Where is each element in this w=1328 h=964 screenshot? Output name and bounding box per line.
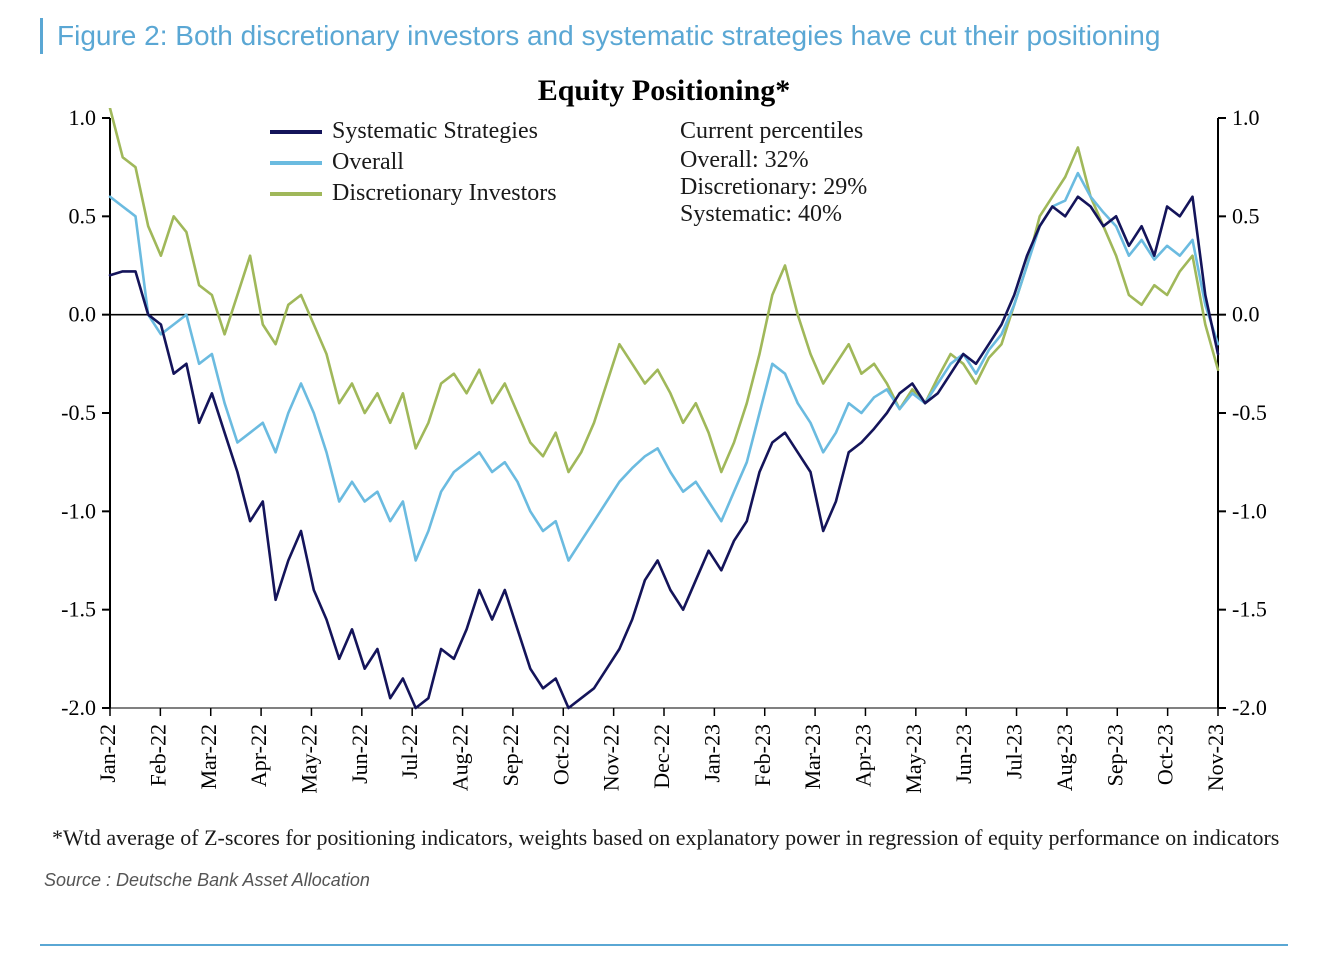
chart-area: Equity Positioning* Systematic Strategie… [40, 68, 1288, 828]
legend-swatch [270, 130, 322, 134]
x-axis-label: Mar-22 [196, 724, 221, 790]
x-axis-label: Aug-23 [1052, 724, 1077, 791]
footnote: *Wtd average of Z-scores for positioning… [40, 824, 1288, 852]
svg-text:0.0: 0.0 [69, 302, 97, 327]
legend-item: Overall [270, 149, 557, 176]
svg-text:0.0: 0.0 [1232, 302, 1260, 327]
x-axis-label: Jul-23 [1002, 724, 1027, 779]
svg-text:-1.0: -1.0 [61, 499, 96, 524]
x-axis-label: Aug-22 [448, 724, 473, 791]
x-axis-label: Jun-23 [951, 724, 976, 784]
svg-text:-0.5: -0.5 [1232, 400, 1267, 425]
x-axis-label: Jun-22 [347, 724, 372, 784]
legend-item: Discretionary Investors [270, 180, 557, 207]
x-axis-label: Apr-22 [246, 724, 271, 787]
legend-swatch [270, 161, 322, 165]
bottom-divider [40, 944, 1288, 946]
x-axis-label: May-23 [901, 724, 926, 794]
legend-label: Discretionary Investors [332, 180, 557, 207]
figure-container: Figure 2: Both discretionary investors a… [0, 0, 1328, 964]
legend-item: Systematic Strategies [270, 118, 557, 145]
svg-text:-1.5: -1.5 [1232, 597, 1267, 622]
x-axis-label: Sep-23 [1102, 724, 1127, 786]
x-axis-label: Oct-23 [1153, 724, 1178, 785]
x-axis-label: Sep-22 [498, 724, 523, 786]
series-overall [110, 173, 1218, 560]
svg-text:-2.0: -2.0 [1232, 695, 1267, 720]
svg-text:-1.5: -1.5 [61, 597, 96, 622]
svg-text:-1.0: -1.0 [1232, 499, 1267, 524]
x-axis-label: Nov-22 [599, 724, 624, 791]
percentiles-row: Overall: 32% [680, 147, 867, 174]
line-chart-svg: 1.0 1.0 0.5 0.5 0.0 0.0 -0.5 -0.5 -1.0 -1.0 -1.5 -1… [40, 108, 1288, 828]
percentiles-box: Current percentilesOverall: 32%Discretio… [680, 118, 867, 228]
legend-label: Systematic Strategies [332, 118, 538, 145]
x-axis-label: Nov-23 [1203, 724, 1228, 791]
svg-text:1.0: 1.0 [1232, 108, 1260, 130]
svg-text:-0.5: -0.5 [61, 400, 96, 425]
figure-caption: Figure 2: Both discretionary investors a… [40, 18, 1288, 54]
svg-text:0.5: 0.5 [69, 204, 97, 229]
svg-text:-2.0: -2.0 [61, 695, 96, 720]
legend-swatch [270, 192, 322, 196]
x-axis-label: Apr-23 [851, 724, 876, 787]
svg-text:1.0: 1.0 [69, 108, 97, 130]
legend: Systematic Strategies Overall Discretionar… [270, 118, 557, 211]
x-axis-label: May-22 [297, 724, 322, 794]
x-axis-label: Feb-23 [750, 724, 775, 786]
source-attribution: Source : Deutsche Bank Asset Allocation [40, 870, 1288, 891]
x-axis-label: Oct-22 [548, 724, 573, 785]
percentiles-header: Current percentiles [680, 118, 867, 145]
x-axis-label: Dec-22 [649, 724, 674, 789]
x-axis-label: Jan-22 [95, 724, 120, 783]
percentiles-row: Discretionary: 29% [680, 174, 867, 201]
percentiles-row: Systematic: 40% [680, 201, 867, 228]
x-axis-label: Jul-22 [397, 724, 422, 779]
x-axis-label: Mar-23 [800, 724, 825, 790]
x-axis-label: Jan-23 [699, 724, 724, 783]
chart-title: Equity Positioning* [40, 68, 1288, 108]
x-axis-label: Feb-22 [145, 724, 170, 786]
svg-text:0.5: 0.5 [1232, 204, 1260, 229]
legend-label: Overall [332, 149, 404, 176]
